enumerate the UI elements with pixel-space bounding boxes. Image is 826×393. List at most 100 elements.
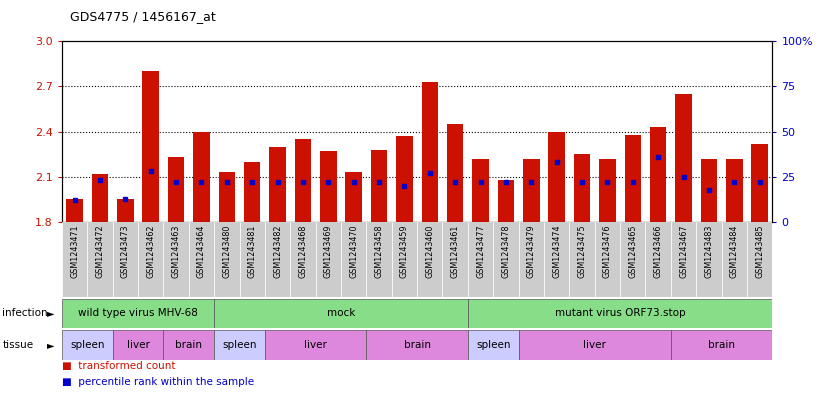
Bar xyxy=(519,222,544,297)
Bar xyxy=(468,299,772,328)
Text: GSM1243468: GSM1243468 xyxy=(298,224,307,278)
Text: GSM1243471: GSM1243471 xyxy=(70,224,79,278)
Bar xyxy=(447,124,463,222)
Bar xyxy=(367,222,392,297)
Text: GSM1243466: GSM1243466 xyxy=(653,224,662,278)
Text: spleen: spleen xyxy=(70,340,105,350)
Text: GSM1243481: GSM1243481 xyxy=(248,224,257,278)
Text: ■  transformed count: ■ transformed count xyxy=(62,362,175,371)
Bar xyxy=(574,154,591,222)
Bar xyxy=(62,299,214,328)
Bar xyxy=(493,222,519,297)
Bar xyxy=(92,174,108,222)
Bar xyxy=(726,159,743,222)
Bar xyxy=(671,222,696,297)
Bar xyxy=(548,132,565,222)
Bar xyxy=(569,222,595,297)
Text: GDS4775 / 1456167_at: GDS4775 / 1456167_at xyxy=(70,10,216,23)
Bar xyxy=(66,199,83,222)
Bar xyxy=(320,151,336,222)
Bar xyxy=(752,144,768,222)
Bar xyxy=(189,222,214,297)
Text: tissue: tissue xyxy=(2,340,34,350)
Text: mutant virus ORF73.stop: mutant virus ORF73.stop xyxy=(555,309,686,318)
Text: spleen: spleen xyxy=(476,340,510,350)
Bar xyxy=(88,222,112,297)
Bar xyxy=(295,139,311,222)
Text: brain: brain xyxy=(404,340,430,350)
Text: GSM1243483: GSM1243483 xyxy=(705,224,714,278)
Bar xyxy=(443,222,468,297)
Bar xyxy=(599,159,615,222)
Text: GSM1243473: GSM1243473 xyxy=(121,224,130,278)
Text: wild type virus MHV-68: wild type virus MHV-68 xyxy=(78,309,198,318)
Bar xyxy=(676,94,691,222)
Text: infection: infection xyxy=(2,309,48,318)
Bar xyxy=(747,222,772,297)
Text: GSM1243465: GSM1243465 xyxy=(629,224,638,278)
Bar xyxy=(468,330,519,360)
Bar xyxy=(371,150,387,222)
Bar xyxy=(645,222,671,297)
Text: GSM1243460: GSM1243460 xyxy=(425,224,434,278)
Bar xyxy=(722,222,747,297)
Text: ►: ► xyxy=(47,340,55,350)
Bar xyxy=(164,330,214,360)
Bar xyxy=(472,159,489,222)
Bar xyxy=(62,222,88,297)
Bar xyxy=(696,222,722,297)
Bar xyxy=(138,222,164,297)
Text: GSM1243469: GSM1243469 xyxy=(324,224,333,278)
Text: GSM1243467: GSM1243467 xyxy=(679,224,688,278)
Bar xyxy=(595,222,620,297)
Bar xyxy=(345,172,362,222)
Text: liver: liver xyxy=(583,340,606,350)
Bar xyxy=(498,180,514,222)
Bar xyxy=(214,222,240,297)
Bar xyxy=(269,147,286,222)
Bar xyxy=(341,222,367,297)
Bar xyxy=(62,330,112,360)
Text: brain: brain xyxy=(175,340,202,350)
Bar xyxy=(193,132,210,222)
Bar xyxy=(290,222,316,297)
Text: GSM1243476: GSM1243476 xyxy=(603,224,612,278)
Bar xyxy=(519,330,671,360)
Text: brain: brain xyxy=(708,340,735,350)
Text: GSM1243463: GSM1243463 xyxy=(172,224,181,278)
Bar xyxy=(671,330,772,360)
Text: GSM1243462: GSM1243462 xyxy=(146,224,155,278)
Bar xyxy=(620,222,645,297)
Text: mock: mock xyxy=(327,309,355,318)
Bar xyxy=(168,157,184,222)
Text: ►: ► xyxy=(47,309,55,318)
Bar xyxy=(396,136,413,222)
Text: GSM1243464: GSM1243464 xyxy=(197,224,206,278)
Text: GSM1243472: GSM1243472 xyxy=(96,224,105,278)
Text: GSM1243474: GSM1243474 xyxy=(552,224,561,278)
Text: GSM1243479: GSM1243479 xyxy=(527,224,536,278)
Text: spleen: spleen xyxy=(222,340,257,350)
Bar xyxy=(700,159,717,222)
Bar xyxy=(544,222,569,297)
Bar xyxy=(468,222,493,297)
Bar xyxy=(143,72,159,222)
Bar xyxy=(240,222,265,297)
Bar xyxy=(367,330,468,360)
Text: ■  percentile rank within the sample: ■ percentile rank within the sample xyxy=(62,377,254,387)
Bar xyxy=(219,172,235,222)
Bar xyxy=(112,330,164,360)
Bar xyxy=(624,135,641,222)
Text: GSM1243470: GSM1243470 xyxy=(349,224,358,278)
Text: GSM1243484: GSM1243484 xyxy=(729,224,738,278)
Text: GSM1243478: GSM1243478 xyxy=(501,224,510,278)
Bar xyxy=(164,222,189,297)
Bar xyxy=(117,199,134,222)
Text: GSM1243482: GSM1243482 xyxy=(273,224,282,278)
Bar xyxy=(265,222,290,297)
Bar xyxy=(265,330,367,360)
Text: liver: liver xyxy=(126,340,150,350)
Bar xyxy=(316,222,341,297)
Bar xyxy=(421,82,438,222)
Text: liver: liver xyxy=(304,340,327,350)
